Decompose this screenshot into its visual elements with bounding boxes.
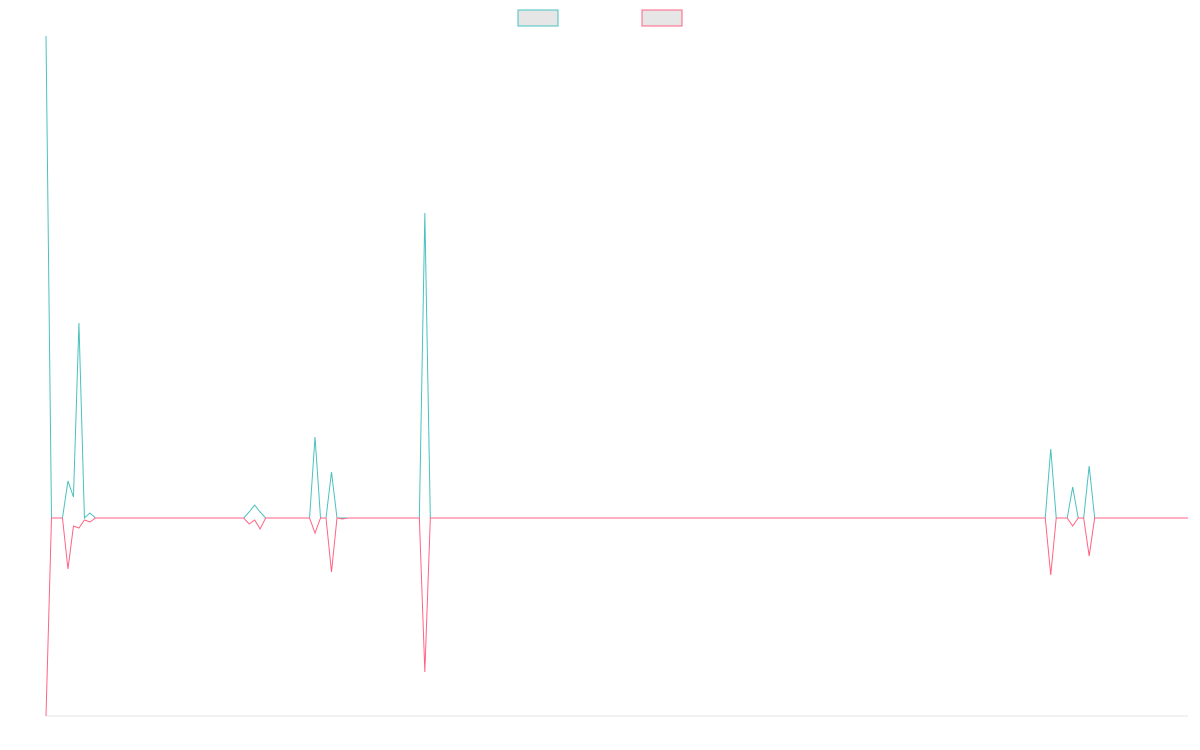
legend [517, 9, 683, 27]
plot-area [45, 35, 1188, 717]
series-line [45, 35, 1188, 520]
legend-swatch[interactable] [641, 9, 683, 27]
legend-swatch[interactable] [517, 9, 559, 27]
series-line [45, 517, 1188, 717]
